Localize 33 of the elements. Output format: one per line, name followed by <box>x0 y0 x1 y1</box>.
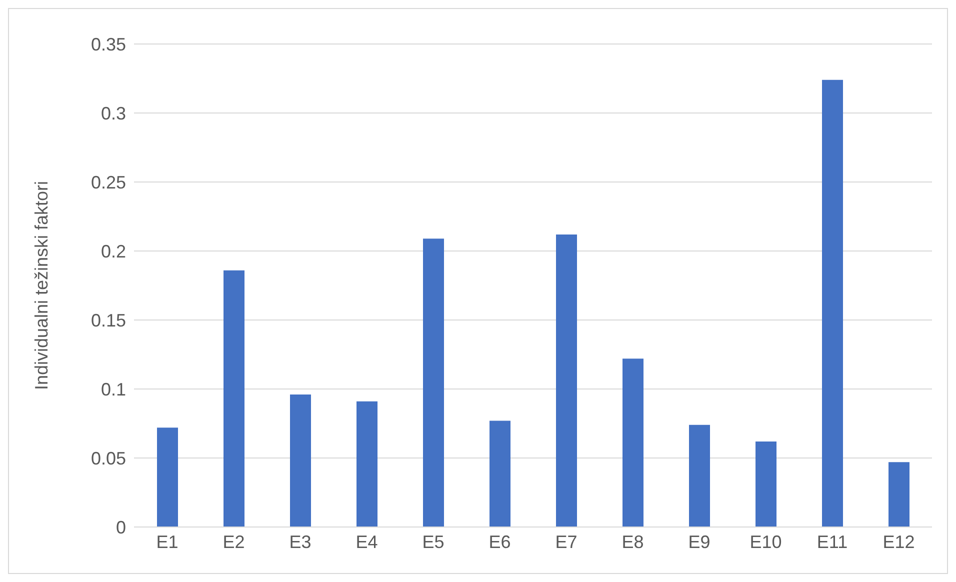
y-tick-label: 0.3 <box>100 103 126 124</box>
y-tick-label: 0.1 <box>100 379 126 400</box>
bar <box>689 424 710 527</box>
bar <box>423 238 444 527</box>
x-tick-label: E10 <box>750 532 782 552</box>
x-tick-label: E6 <box>488 532 511 552</box>
x-tick-label: E7 <box>555 532 578 552</box>
bar <box>622 358 644 527</box>
x-tick-label: E2 <box>222 532 245 552</box>
bar <box>888 462 910 527</box>
x-tick-label: E5 <box>422 532 444 552</box>
bar <box>490 420 510 527</box>
bar <box>356 401 378 527</box>
bar <box>157 428 178 527</box>
x-tick-label: E4 <box>356 532 378 552</box>
bar <box>224 270 244 527</box>
y-tick-label: 0 <box>116 517 126 538</box>
y-tick-label: 0.05 <box>90 448 126 468</box>
x-tick-label: E12 <box>882 532 915 552</box>
x-tick-label: E8 <box>622 532 644 552</box>
y-tick-label: 0.35 <box>90 34 126 54</box>
y-tick-label: 0.25 <box>90 172 126 192</box>
bar <box>290 394 311 527</box>
y-tick-label: 0.2 <box>100 241 126 262</box>
x-tick-label: E11 <box>816 532 848 552</box>
bar <box>556 234 577 527</box>
bar <box>756 441 776 527</box>
bar <box>822 80 843 527</box>
x-tick-label: E3 <box>289 532 312 552</box>
y-tick-label: 0.15 <box>90 310 126 330</box>
x-tick-label: E9 <box>688 532 710 552</box>
x-tick-label: E1 <box>156 532 178 552</box>
y-axis-title: Individualni težinski faktori <box>31 180 52 390</box>
